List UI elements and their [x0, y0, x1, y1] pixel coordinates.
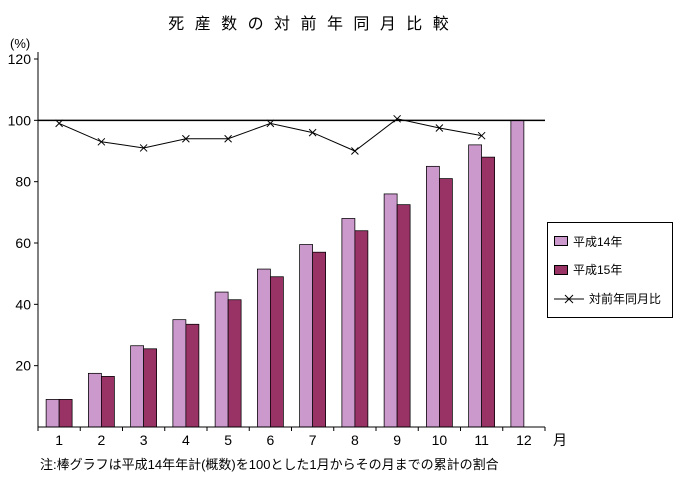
- ratio-marker-x: [351, 147, 359, 155]
- footnote: 注:棒グラフは平成14年年計(概数)を100とした1月からその月までの累計の割合: [40, 457, 499, 472]
- y-tick-label: 20: [15, 358, 31, 374]
- x-axis-unit-label: 月: [553, 432, 567, 448]
- y-tick-label: 60: [15, 235, 31, 251]
- x-tick-label: 9: [393, 432, 401, 448]
- y-tick-label: 100: [8, 112, 32, 128]
- bar-h14-month-5: [214, 291, 229, 428]
- bar-h14-month-10: [426, 165, 440, 428]
- bar-h14-month-12: [510, 119, 525, 428]
- bar-h14-month-9: [383, 193, 398, 428]
- x-tick-label: 12: [516, 432, 532, 448]
- legend-item-h14: 平成14年: [554, 233, 666, 250]
- ratio-marker-x: [224, 134, 232, 143]
- y-tick-label: 120: [8, 51, 32, 67]
- bar-h15-month-6: [270, 276, 284, 428]
- bar-h15-month-4: [185, 323, 200, 428]
- bar-h15-month-9: [396, 204, 411, 428]
- bar-h14-month-1: [45, 399, 60, 428]
- x-tick-label: 6: [266, 432, 274, 448]
- y-axis-unit-label: (%): [10, 36, 31, 51]
- bar-h14-month-3: [130, 345, 144, 428]
- x-tick-label: 3: [140, 432, 148, 448]
- legend-swatch-h15: [554, 264, 568, 275]
- x-tick-label: 2: [97, 432, 105, 448]
- legend-item-h15: 平成15年: [554, 261, 666, 278]
- legend-swatch-h14: [554, 236, 568, 247]
- legend-label-ratio: 対前年同月比: [589, 292, 662, 307]
- bar-h14-month-4: [172, 319, 187, 428]
- bar-h15-month-5: [227, 299, 242, 428]
- ratio-marker-x: [97, 137, 106, 146]
- x-tick-label: 5: [224, 432, 232, 448]
- bar-h14-month-6: [257, 268, 271, 428]
- bar-h14-month-11: [468, 144, 482, 428]
- chart-title: 死 産 数 の 対 前 年 同 月 比 較: [168, 16, 452, 33]
- bar-h14-month-8: [341, 218, 356, 428]
- ratio-marker-x: [435, 124, 444, 132]
- bar-h14-month-2: [88, 372, 102, 428]
- ratio-marker-x: [182, 134, 190, 143]
- bar-h15-month-3: [143, 348, 157, 428]
- bar-h15-month-8: [354, 230, 369, 428]
- y-tick-label: 80: [15, 174, 31, 190]
- legend-label-h15: 平成15年: [573, 263, 623, 278]
- ratio-marker-x: [139, 144, 148, 152]
- y-tick-label: 40: [15, 296, 31, 312]
- x-tick-label: 10: [432, 432, 448, 448]
- ratio-marker-x: [55, 119, 63, 128]
- legend-line-marker-icon: [554, 294, 584, 303]
- bar-h14-month-7: [299, 244, 313, 428]
- x-tick-label: 4: [182, 432, 190, 448]
- bar-h15-month-10: [439, 178, 453, 428]
- ratio-marker-x: [308, 128, 317, 137]
- bar-h15-month-2: [101, 376, 115, 428]
- ratio-marker-x: [393, 114, 401, 123]
- ratio-marker-x: [266, 119, 275, 128]
- legend: 平成14年 平成15年 対前年同月比: [547, 222, 673, 318]
- legend-label-h14: 平成14年: [573, 234, 623, 249]
- bar-h15-month-1: [58, 399, 73, 428]
- bar-h15-month-7: [312, 251, 326, 428]
- x-tick-label: 1: [55, 432, 63, 448]
- legend-item-ratio: 対前年同月比: [554, 290, 666, 307]
- ratio-marker-x: [477, 131, 486, 140]
- x-tick-label: 7: [309, 432, 317, 448]
- bar-h15-month-11: [481, 156, 495, 428]
- x-tick-label: 11: [474, 432, 489, 448]
- x-tick-label: 8: [351, 432, 359, 448]
